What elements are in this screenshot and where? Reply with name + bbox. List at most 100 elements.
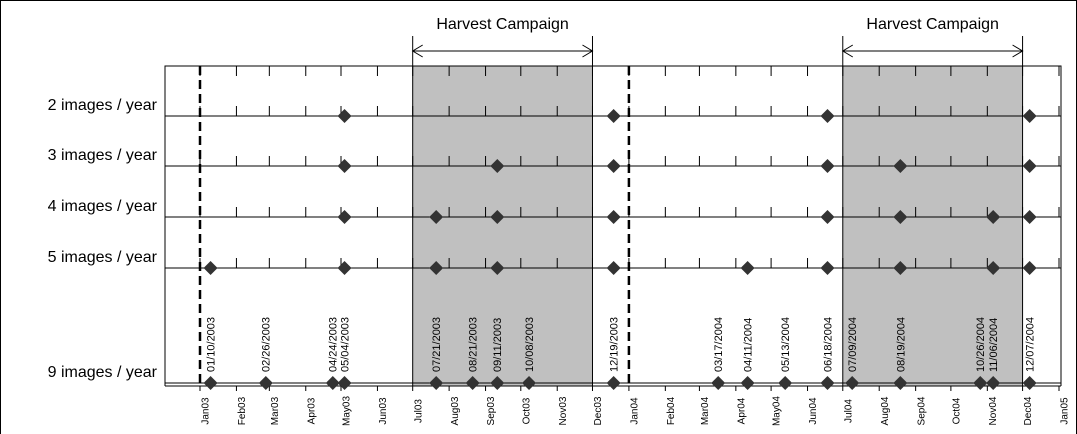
x-tick-label: Aug03 — [450, 396, 461, 425]
acquisition-point — [820, 109, 835, 123]
acquisition-point — [337, 109, 352, 123]
acquisition-point — [986, 261, 1001, 275]
acquisition-point — [986, 210, 1001, 224]
acquisition-point — [258, 376, 273, 390]
acquisition-point — [337, 210, 352, 224]
date-label: 11/06/2004 — [988, 318, 1000, 372]
x-tick-label: Dec04 — [1023, 396, 1034, 425]
x-tick-label: Feb04 — [666, 396, 677, 425]
acquisition-point — [490, 261, 505, 275]
arrow-head — [411, 44, 594, 58]
x-tick-label: Jan04 — [630, 397, 641, 425]
acquisition-point — [893, 159, 908, 173]
x-tick-label: Sep03 — [486, 396, 497, 425]
date-label: 08/19/2004 — [895, 317, 907, 372]
acquisition-point — [820, 159, 835, 173]
acquisition-point — [711, 376, 726, 390]
acquisition-point — [429, 376, 444, 390]
x-tick-label: May03 — [342, 396, 353, 426]
acquisition-point — [337, 376, 352, 390]
acquisition-point — [429, 210, 444, 224]
date-label: 04/11/2004 — [743, 318, 755, 372]
campaign-label: Harvest Campaign — [866, 16, 999, 33]
acquisition-point — [606, 109, 621, 123]
x-tick-label: Dec03 — [593, 396, 604, 425]
date-label: 05/04/2003 — [339, 317, 351, 372]
x-tick-label: Oct03 — [521, 397, 532, 424]
row-label: 9 images / year — [48, 364, 158, 381]
row-label: 3 images / year — [48, 147, 158, 164]
x-tick-label: Feb03 — [237, 396, 248, 425]
date-label: 02/26/2003 — [261, 317, 273, 372]
campaign-band — [842, 65, 1024, 387]
x-tick-label: Jul04 — [843, 399, 854, 423]
date-label: 06/18/2004 — [822, 317, 834, 372]
date-label: 04/24/2003 — [328, 317, 340, 372]
acquisition-point — [845, 376, 860, 390]
date-label: 09/11/2003 — [492, 318, 504, 372]
date-label: 12/07/2004 — [1025, 317, 1037, 372]
acquisition-point — [606, 210, 621, 224]
acquisition-point — [820, 261, 835, 275]
acquisition-point — [606, 376, 621, 390]
date-label: 10/08/2003 — [524, 317, 536, 372]
acquisition-point — [740, 261, 755, 275]
acquisition-point — [1022, 159, 1037, 173]
x-tick-label: Nov03 — [558, 396, 569, 425]
campaign-label: Harvest Campaign — [436, 16, 569, 33]
x-tick-label: Apr03 — [306, 397, 317, 424]
date-label: 03/17/2004 — [713, 317, 725, 372]
plot-border — [164, 65, 1062, 386]
x-tick-label: Jun04 — [808, 397, 819, 425]
x-tick-label: May04 — [772, 396, 783, 426]
acquisition-point — [325, 376, 340, 390]
x-tick-label: Apr04 — [736, 397, 747, 424]
x-tick-label: Mar03 — [270, 396, 281, 425]
acquisition-point — [606, 159, 621, 173]
date-label: 12/19/2003 — [609, 317, 621, 372]
x-tick-label: Jan05 — [1060, 397, 1071, 425]
acquisition-point — [820, 376, 835, 390]
acquisition-point — [490, 210, 505, 224]
date-label: 08/21/2003 — [468, 317, 480, 372]
acquisition-point — [986, 376, 1001, 390]
x-tick-label: Sep04 — [916, 396, 927, 425]
x-tick-label: Jul03 — [413, 399, 424, 423]
date-label: 07/21/2003 — [431, 317, 443, 372]
acquisition-point — [893, 210, 908, 224]
acquisition-point — [522, 376, 537, 390]
acquisition-point — [337, 261, 352, 275]
date-label: 07/09/2004 — [847, 317, 859, 372]
acquisition-point — [465, 376, 480, 390]
acquisition-point — [893, 376, 908, 390]
acquisition-point — [203, 376, 218, 390]
x-tick-label: Nov04 — [988, 396, 999, 425]
date-label: 10/26/2004 — [975, 317, 987, 372]
x-tick-label: Jun03 — [378, 397, 389, 425]
acquisition-point — [490, 376, 505, 390]
acquisition-point — [1022, 261, 1037, 275]
acquisition-point — [1022, 210, 1037, 224]
arrow-head — [841, 44, 1024, 58]
x-tick-label: Mar04 — [700, 396, 711, 425]
acquisition-point — [429, 261, 444, 275]
acquisition-point — [606, 261, 621, 275]
campaign-band — [412, 65, 593, 387]
acquisition-point — [740, 376, 755, 390]
acquisition-point — [893, 261, 908, 275]
acquisition-point — [973, 376, 988, 390]
row-label: 5 images / year — [48, 249, 158, 266]
acquisition-point — [203, 261, 218, 275]
acquisition-point — [1022, 376, 1037, 390]
row-label: 2 images / year — [48, 97, 158, 114]
acquisition-point — [778, 376, 793, 390]
date-label: 01/10/2003 — [205, 317, 217, 372]
acquisition-point — [490, 159, 505, 173]
acquisition-point — [337, 159, 352, 173]
x-tick-label: Oct04 — [952, 397, 963, 424]
date-label: 05/13/2004 — [780, 317, 792, 372]
acquisition-point — [820, 210, 835, 224]
acquisition-point — [1022, 109, 1037, 123]
row-label: 4 images / year — [48, 198, 158, 215]
